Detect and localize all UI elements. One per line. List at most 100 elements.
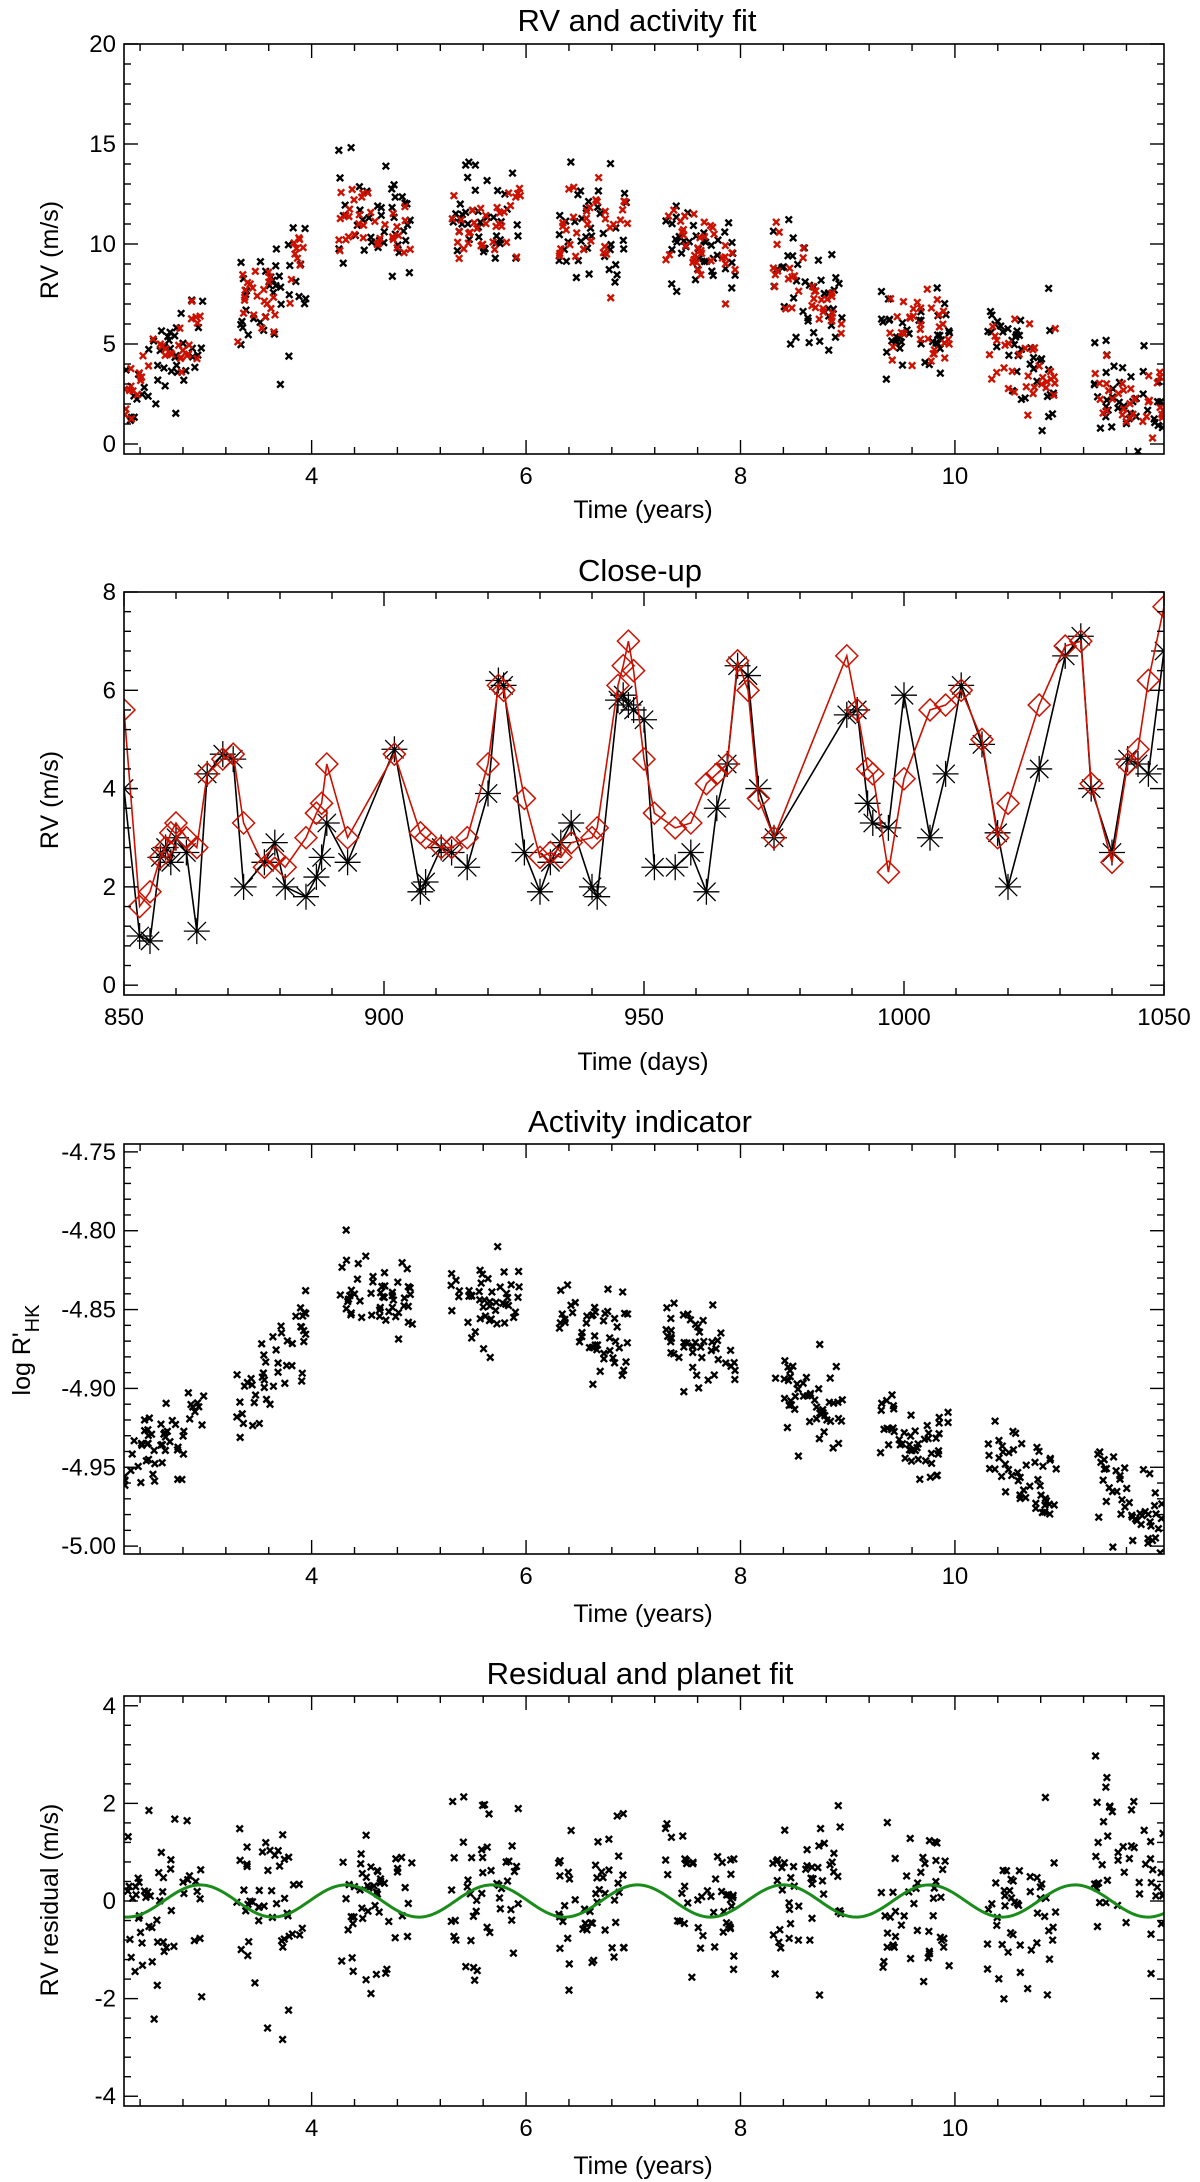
data-point <box>891 1854 900 1863</box>
data-point <box>911 1446 920 1455</box>
data-point <box>296 1303 305 1312</box>
data-point <box>283 1336 292 1345</box>
data-point <box>677 249 686 258</box>
data-point <box>811 286 820 295</box>
data-point <box>906 1954 915 1963</box>
data-point <box>621 197 630 206</box>
data-point <box>448 1797 457 1806</box>
data-point <box>1024 371 1033 381</box>
data-point <box>284 2006 293 2015</box>
data-point <box>891 1932 900 1941</box>
data-point <box>721 259 730 268</box>
data-point <box>923 285 932 294</box>
data-point <box>515 1282 524 1291</box>
data-point <box>301 1309 310 1318</box>
data-point <box>137 927 163 954</box>
data-point <box>987 374 996 384</box>
x-axis-label: Time (years) <box>573 2152 712 2180</box>
data-point <box>780 1826 789 1835</box>
data-point <box>789 233 798 242</box>
x-tick-labels: 4 6 8 10 <box>305 463 968 490</box>
data-point <box>404 1282 413 1291</box>
data-point <box>1105 1802 1114 1811</box>
data-point <box>591 1861 600 1870</box>
data-point <box>348 1919 357 1928</box>
data-point <box>803 1391 812 1400</box>
data-point <box>860 761 885 786</box>
data-point <box>285 261 294 270</box>
data-point <box>1032 1443 1042 1452</box>
data-point <box>713 1852 722 1861</box>
data-point <box>556 1286 565 1295</box>
data-point <box>303 864 330 891</box>
data-point <box>566 158 575 167</box>
data-point <box>929 1911 938 1920</box>
data-point <box>344 232 353 241</box>
data-point <box>919 1977 928 1986</box>
data-point <box>485 1928 494 1937</box>
data-point <box>233 1370 242 1379</box>
data-point <box>727 238 737 247</box>
data-point <box>599 229 608 238</box>
data-point <box>771 1374 780 1383</box>
data-point <box>259 1902 269 1911</box>
data-point <box>490 672 517 699</box>
data-point <box>376 1303 385 1312</box>
data-point <box>1151 1509 1161 1519</box>
data-point <box>1120 1868 1129 1877</box>
data-point <box>173 839 200 866</box>
data-point <box>461 1962 470 1971</box>
data-point <box>726 1346 735 1355</box>
data-point <box>725 648 750 673</box>
data-point <box>799 243 808 253</box>
data-point <box>400 1301 409 1310</box>
data-point <box>829 1849 838 1858</box>
data-point <box>776 1943 785 1952</box>
data-point <box>1045 1955 1054 1964</box>
data-point <box>1035 361 1044 371</box>
data-point <box>183 1816 192 1825</box>
data-point <box>876 860 901 885</box>
data-point <box>252 855 277 880</box>
data-point <box>502 1289 511 1298</box>
data-point <box>1102 368 1111 377</box>
data-point <box>137 1938 147 1948</box>
data-point <box>1113 404 1123 413</box>
data-point <box>1144 371 1153 380</box>
data-point <box>512 252 521 262</box>
data-point <box>911 1426 920 1436</box>
x-tick-label: 4 <box>305 1563 318 1590</box>
data-point <box>944 1418 953 1427</box>
data-point <box>261 829 288 856</box>
data-point <box>572 273 581 282</box>
data-point <box>999 363 1009 372</box>
data-point <box>1114 1856 1123 1865</box>
data-point <box>1078 775 1105 802</box>
data-point <box>924 334 933 343</box>
data-point <box>585 269 594 279</box>
data-point <box>514 1267 523 1276</box>
data-point <box>389 209 398 218</box>
data-point <box>597 1867 606 1876</box>
data-point <box>1032 1938 1041 1948</box>
data-point <box>1107 422 1116 432</box>
data-point <box>1043 1990 1052 1999</box>
data-point <box>126 364 135 373</box>
data-point <box>1118 363 1127 372</box>
data-point <box>618 1870 627 1880</box>
data-point <box>1095 379 1104 388</box>
data-point <box>562 257 571 266</box>
data-point <box>785 1898 794 1907</box>
data-point <box>1128 1536 1137 1545</box>
data-point <box>397 1853 406 1862</box>
data-point <box>170 1815 179 1824</box>
data-point <box>380 227 389 236</box>
data-point <box>1030 383 1039 392</box>
data-point <box>373 240 382 249</box>
data-point <box>694 1923 703 1932</box>
data-point <box>724 1890 733 1899</box>
data-point <box>836 1822 845 1832</box>
data-point <box>818 1876 827 1885</box>
data-point <box>888 1888 898 1897</box>
data-point <box>803 1845 812 1854</box>
